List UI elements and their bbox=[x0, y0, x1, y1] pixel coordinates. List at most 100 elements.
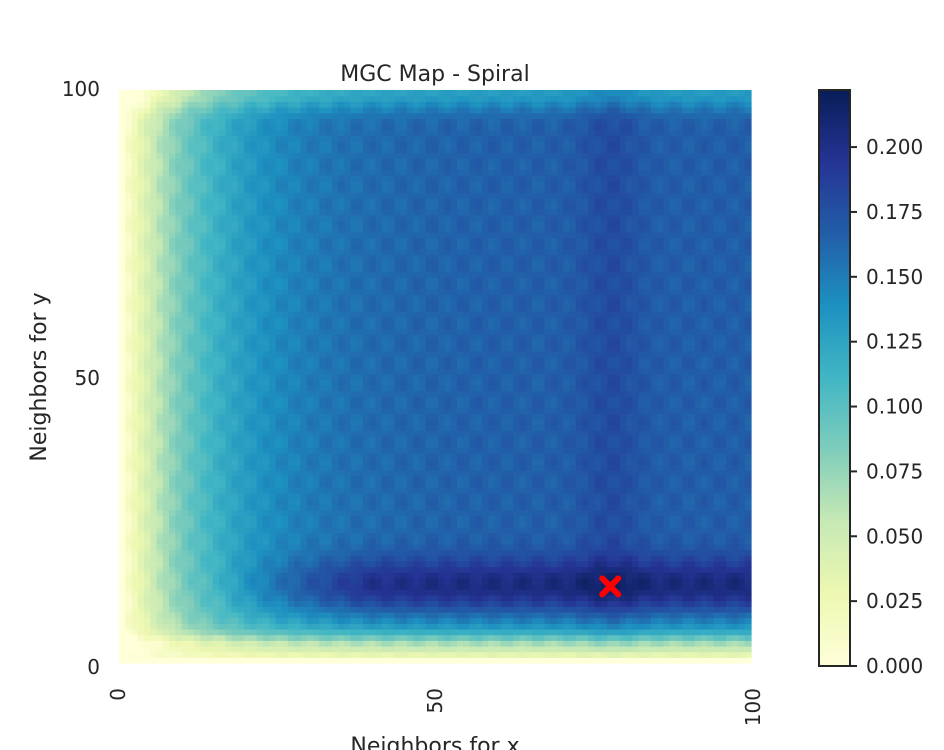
heatmap-cell bbox=[194, 657, 201, 664]
heatmap-cell bbox=[488, 504, 496, 511]
heatmap-cell bbox=[538, 634, 546, 641]
heatmap-cell bbox=[569, 430, 577, 437]
heatmap-cell bbox=[306, 577, 314, 585]
heatmap-cell bbox=[294, 453, 302, 460]
heatmap-cell bbox=[244, 577, 252, 585]
heatmap-cell bbox=[181, 628, 189, 636]
heatmap-cell bbox=[194, 390, 201, 397]
heatmap-cell bbox=[287, 617, 295, 624]
heatmap-cell bbox=[187, 577, 195, 585]
heatmap-cell bbox=[281, 634, 289, 641]
heatmap-cell bbox=[175, 657, 183, 664]
heatmap-cell bbox=[125, 430, 133, 437]
heatmap-cell bbox=[156, 419, 164, 426]
heatmap-cell bbox=[131, 464, 139, 471]
heatmap-cell bbox=[650, 430, 658, 437]
heatmap-cell bbox=[294, 555, 302, 562]
heatmap-cell bbox=[531, 611, 539, 619]
heatmap-cell bbox=[200, 464, 208, 471]
heatmap-cell bbox=[394, 470, 402, 477]
heatmap-cell bbox=[281, 560, 289, 568]
heatmap-cell bbox=[463, 611, 471, 619]
heatmap-cell bbox=[356, 430, 364, 437]
heatmap-cell bbox=[694, 453, 702, 460]
heatmap-cell bbox=[375, 447, 383, 454]
heatmap-cell bbox=[563, 475, 571, 483]
heatmap-cell bbox=[119, 611, 126, 619]
heatmap-cell bbox=[369, 549, 377, 556]
heatmap-cell bbox=[250, 413, 258, 420]
heatmap-cell bbox=[463, 589, 471, 596]
heatmap-cell bbox=[607, 396, 614, 403]
heatmap-cell bbox=[431, 543, 439, 551]
heatmap-cell bbox=[356, 515, 364, 522]
heatmap-cell bbox=[544, 424, 552, 431]
heatmap-cell bbox=[125, 424, 133, 431]
heatmap-cell bbox=[594, 538, 602, 545]
heatmap-cell bbox=[256, 470, 264, 477]
heatmap-cell bbox=[237, 379, 245, 386]
heatmap-cell bbox=[632, 396, 639, 403]
heatmap-cell bbox=[638, 419, 646, 426]
heatmap-cell bbox=[400, 560, 408, 568]
heatmap-cell bbox=[319, 543, 327, 551]
heatmap-cell bbox=[469, 492, 477, 500]
heatmap-cell bbox=[350, 458, 358, 466]
heatmap-cell bbox=[150, 390, 158, 397]
heatmap-cell bbox=[638, 589, 646, 596]
heatmap-cell bbox=[169, 470, 176, 477]
heatmap-cell bbox=[506, 385, 514, 392]
heatmap-cell bbox=[550, 583, 558, 590]
heatmap-cell bbox=[225, 464, 233, 471]
heatmap-cell bbox=[619, 657, 627, 664]
heatmap-cell bbox=[481, 492, 489, 500]
heatmap-cell bbox=[150, 617, 158, 624]
heatmap-cell bbox=[456, 458, 464, 466]
heatmap-cell bbox=[644, 515, 652, 522]
heatmap-cell bbox=[506, 549, 514, 556]
heatmap-cell bbox=[375, 436, 383, 443]
heatmap-cell bbox=[500, 566, 508, 573]
heatmap-cell bbox=[175, 402, 183, 409]
heatmap-cell bbox=[657, 475, 664, 483]
heatmap-cell bbox=[388, 628, 395, 636]
heatmap-cell bbox=[275, 634, 283, 641]
heatmap-cell bbox=[137, 419, 145, 426]
heatmap-cell bbox=[531, 464, 539, 471]
heatmap-cell bbox=[719, 555, 727, 562]
heatmap-cell bbox=[237, 555, 245, 562]
heatmap-cell bbox=[657, 623, 664, 630]
heatmap-cell bbox=[456, 594, 464, 602]
heatmap-cell bbox=[538, 532, 546, 539]
heatmap-cell bbox=[663, 628, 671, 636]
heatmap-cell bbox=[344, 509, 352, 517]
heatmap-cell bbox=[688, 498, 696, 505]
heatmap-cell bbox=[738, 594, 746, 602]
heatmap-cell bbox=[650, 447, 658, 454]
heatmap-cell bbox=[625, 441, 633, 449]
heatmap-cell bbox=[456, 436, 464, 443]
heatmap-cell bbox=[244, 458, 252, 466]
heatmap-cell bbox=[250, 447, 258, 454]
heatmap-cell bbox=[431, 589, 439, 596]
heatmap-cell bbox=[394, 436, 402, 443]
heatmap-cell bbox=[356, 555, 364, 562]
heatmap-cell bbox=[707, 515, 715, 522]
heatmap-cell bbox=[400, 453, 408, 460]
heatmap-cell bbox=[131, 543, 139, 551]
heatmap-cell bbox=[719, 526, 727, 534]
heatmap-cell bbox=[144, 566, 151, 573]
heatmap-cell bbox=[494, 475, 502, 483]
heatmap-cell bbox=[225, 390, 233, 397]
heatmap-cell bbox=[557, 617, 564, 624]
heatmap-cell bbox=[388, 492, 395, 500]
heatmap-cell bbox=[400, 526, 408, 534]
heatmap-cell bbox=[632, 549, 639, 556]
heatmap-cell bbox=[200, 526, 208, 534]
heatmap-cell bbox=[294, 413, 302, 420]
heatmap-cell bbox=[719, 470, 727, 477]
heatmap-cell bbox=[569, 464, 577, 471]
heatmap-cell bbox=[506, 594, 514, 602]
heatmap-cell bbox=[150, 628, 158, 636]
heatmap-cell bbox=[262, 504, 270, 511]
